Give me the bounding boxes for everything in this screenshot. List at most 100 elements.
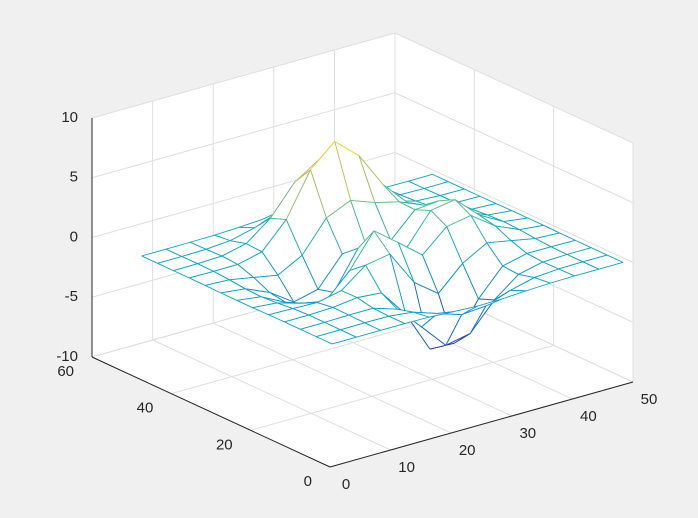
mesh-face	[165, 242, 207, 257]
mesh-edge	[534, 268, 559, 279]
mesh-edge	[365, 253, 391, 266]
mesh-edge	[479, 195, 497, 204]
mesh-face	[470, 215, 512, 243]
mesh-edge	[238, 218, 264, 228]
mesh-face	[511, 238, 552, 254]
y-tick-label: 20	[216, 436, 233, 453]
mesh-face	[190, 235, 231, 250]
mesh-edge	[558, 261, 583, 270]
mesh-face	[308, 307, 349, 323]
mesh-edge	[284, 314, 309, 323]
mesh-face	[334, 141, 375, 203]
mesh-face	[253, 275, 294, 302]
mesh-edge	[293, 288, 319, 303]
mesh-edge	[461, 305, 478, 315]
mesh-edge	[455, 195, 481, 204]
y-tick-label: 0	[304, 473, 312, 490]
mesh-edge	[270, 182, 296, 219]
mesh-edge	[316, 290, 342, 303]
mesh-face	[349, 230, 390, 271]
mesh-face	[284, 315, 325, 330]
mesh-edge	[478, 265, 504, 300]
mesh-edge	[373, 230, 391, 255]
mesh-edge	[478, 298, 495, 301]
mesh-face	[421, 313, 462, 346]
mesh-face	[390, 209, 431, 248]
mesh-edge	[534, 277, 551, 284]
mesh-face	[237, 251, 278, 278]
mesh-edge	[381, 292, 398, 310]
mesh-edge	[502, 253, 528, 267]
mesh-edge	[252, 307, 269, 316]
mesh-edge	[221, 243, 247, 257]
mesh-edge	[364, 315, 390, 324]
mesh-edge	[165, 248, 182, 257]
mesh-edge	[453, 305, 478, 313]
mesh-edge	[430, 199, 456, 211]
mesh-face	[173, 263, 214, 278]
mesh-edge	[245, 288, 270, 293]
mesh-face	[502, 253, 543, 275]
mesh-face	[340, 322, 381, 338]
mesh-edge	[356, 297, 374, 309]
mesh-edge	[448, 181, 465, 190]
mesh-face	[333, 230, 374, 293]
x-tick-label: 40	[580, 408, 597, 425]
axes-pane	[92, 272, 633, 467]
mesh-edge	[606, 254, 624, 263]
mesh-edge	[479, 214, 496, 227]
mesh-edge	[397, 242, 415, 283]
mesh-face	[246, 218, 287, 252]
mesh-edge	[372, 307, 390, 317]
mesh-edge	[477, 298, 502, 307]
mesh-face	[567, 247, 608, 262]
mesh-edge	[429, 344, 446, 350]
mesh-edge	[348, 307, 374, 316]
mesh-edge	[316, 336, 333, 345]
z-tick-label: 10	[61, 109, 78, 126]
grid-line	[394, 92, 634, 204]
mesh-edge	[486, 240, 512, 244]
mesh-edge	[390, 209, 416, 241]
z-tick-label: 0	[70, 228, 78, 245]
mesh-edge	[519, 229, 536, 239]
x-tick-label: 20	[459, 442, 476, 459]
mesh-face	[213, 264, 254, 280]
mesh-edge	[398, 201, 416, 211]
grid-line	[250, 344, 554, 431]
mesh-edge	[464, 188, 481, 197]
mesh-edge	[413, 311, 438, 314]
mesh-edge	[487, 210, 512, 216]
mesh-face	[268, 308, 309, 322]
mesh-edge	[245, 218, 271, 244]
mesh-edge	[237, 264, 254, 278]
mesh-edge	[485, 298, 502, 307]
mesh-edge	[350, 200, 367, 247]
mesh-edge	[373, 307, 398, 310]
mesh-edge	[300, 328, 317, 338]
mesh-edge	[462, 263, 479, 300]
mesh-edge	[334, 141, 360, 157]
mesh-face	[325, 265, 366, 302]
mesh-edge	[510, 240, 528, 254]
mesh-edge	[301, 217, 327, 256]
mesh-edge	[432, 173, 449, 183]
mesh-edge	[205, 248, 223, 257]
mesh-edge	[558, 268, 575, 277]
mesh-face	[534, 268, 575, 284]
mesh-edge	[317, 288, 334, 293]
mesh-edge	[430, 210, 448, 227]
mesh-face	[495, 225, 536, 241]
mesh-face	[317, 248, 359, 293]
z-tick-label: -10	[56, 348, 78, 365]
mesh-edge	[214, 234, 231, 242]
mesh-edge	[220, 288, 246, 294]
mesh-face	[348, 308, 389, 323]
mesh-edge	[389, 253, 407, 315]
mesh-face	[300, 322, 341, 337]
mesh-edge	[422, 254, 439, 294]
mesh-edge	[439, 199, 456, 202]
x-tick-label: 30	[519, 425, 536, 442]
mesh-edge	[340, 329, 357, 338]
